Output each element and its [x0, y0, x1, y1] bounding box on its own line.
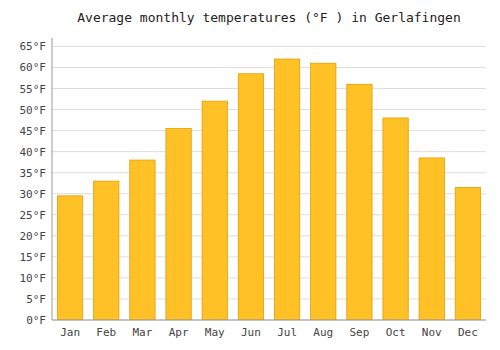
- bar: [130, 160, 155, 320]
- grid-line: [52, 130, 486, 131]
- y-axis-line: [52, 38, 53, 320]
- y-tick-label: 20°F: [20, 230, 47, 243]
- y-tick-label: 55°F: [20, 83, 47, 96]
- x-tick-label: Apr: [169, 326, 189, 339]
- y-tick-label: 5°F: [26, 293, 46, 306]
- y-tick-label: 10°F: [20, 272, 47, 285]
- bar: [274, 59, 299, 320]
- bars: [57, 59, 480, 320]
- y-tick-label: 35°F: [20, 167, 47, 180]
- title: Average monthly temperatures (°F ) in Ge…: [77, 10, 461, 25]
- bar: [383, 118, 408, 320]
- x-tick-label: Jun: [241, 326, 261, 339]
- y-grid: [52, 46, 486, 320]
- y-tick-label: 50°F: [20, 104, 47, 117]
- x-tick-label: Feb: [96, 326, 116, 339]
- bar: [202, 101, 227, 320]
- y-tick-label: 60°F: [20, 61, 47, 74]
- y-tick-label: 25°F: [20, 209, 47, 222]
- y-tick-label: 15°F: [20, 251, 47, 264]
- grid-line: [52, 320, 486, 321]
- y-tick-label: 65°F: [20, 40, 47, 53]
- chart: Average monthly temperatures (°F ) in Ge…: [0, 0, 500, 350]
- x-tick-label: Mar: [132, 326, 152, 339]
- grid-line: [52, 46, 486, 47]
- bar: [57, 196, 82, 320]
- x-tick-label: Aug: [313, 326, 333, 339]
- bar: [419, 158, 444, 320]
- grid-line: [52, 109, 486, 110]
- x-tick-label: Sep: [349, 326, 369, 339]
- bar: [166, 128, 191, 320]
- y-tick-label: 40°F: [20, 146, 47, 159]
- x-tick-labels: Jan Feb Mar Apr May Jun Jul Aug Sep Oct Nov Dec: [60, 326, 478, 339]
- x-tick-label: Dec: [458, 326, 478, 339]
- bar: [311, 63, 336, 320]
- x-tick-label: Jan: [60, 326, 80, 339]
- bar: [455, 187, 480, 320]
- bar: [347, 84, 372, 320]
- y-tick-label: 0°F: [26, 314, 46, 327]
- grid-line: [52, 88, 486, 89]
- y-tick-labels: 0°F 5°F 10°F 15°F 20°F 25°F 30°F 35°F 40°F 45°F 50…: [20, 40, 47, 327]
- grid-line: [52, 67, 486, 68]
- x-tick-label: Oct: [386, 326, 406, 339]
- grid-line: [52, 151, 486, 152]
- bar: [94, 181, 119, 320]
- bar: [238, 74, 263, 320]
- x-tick-label: Jul: [277, 326, 297, 339]
- y-tick-label: 30°F: [20, 188, 47, 201]
- x-tick-label: May: [205, 326, 225, 339]
- x-axis-line: [52, 320, 486, 321]
- y-tick-label: 45°F: [20, 125, 47, 138]
- x-tick-label: Nov: [422, 326, 442, 339]
